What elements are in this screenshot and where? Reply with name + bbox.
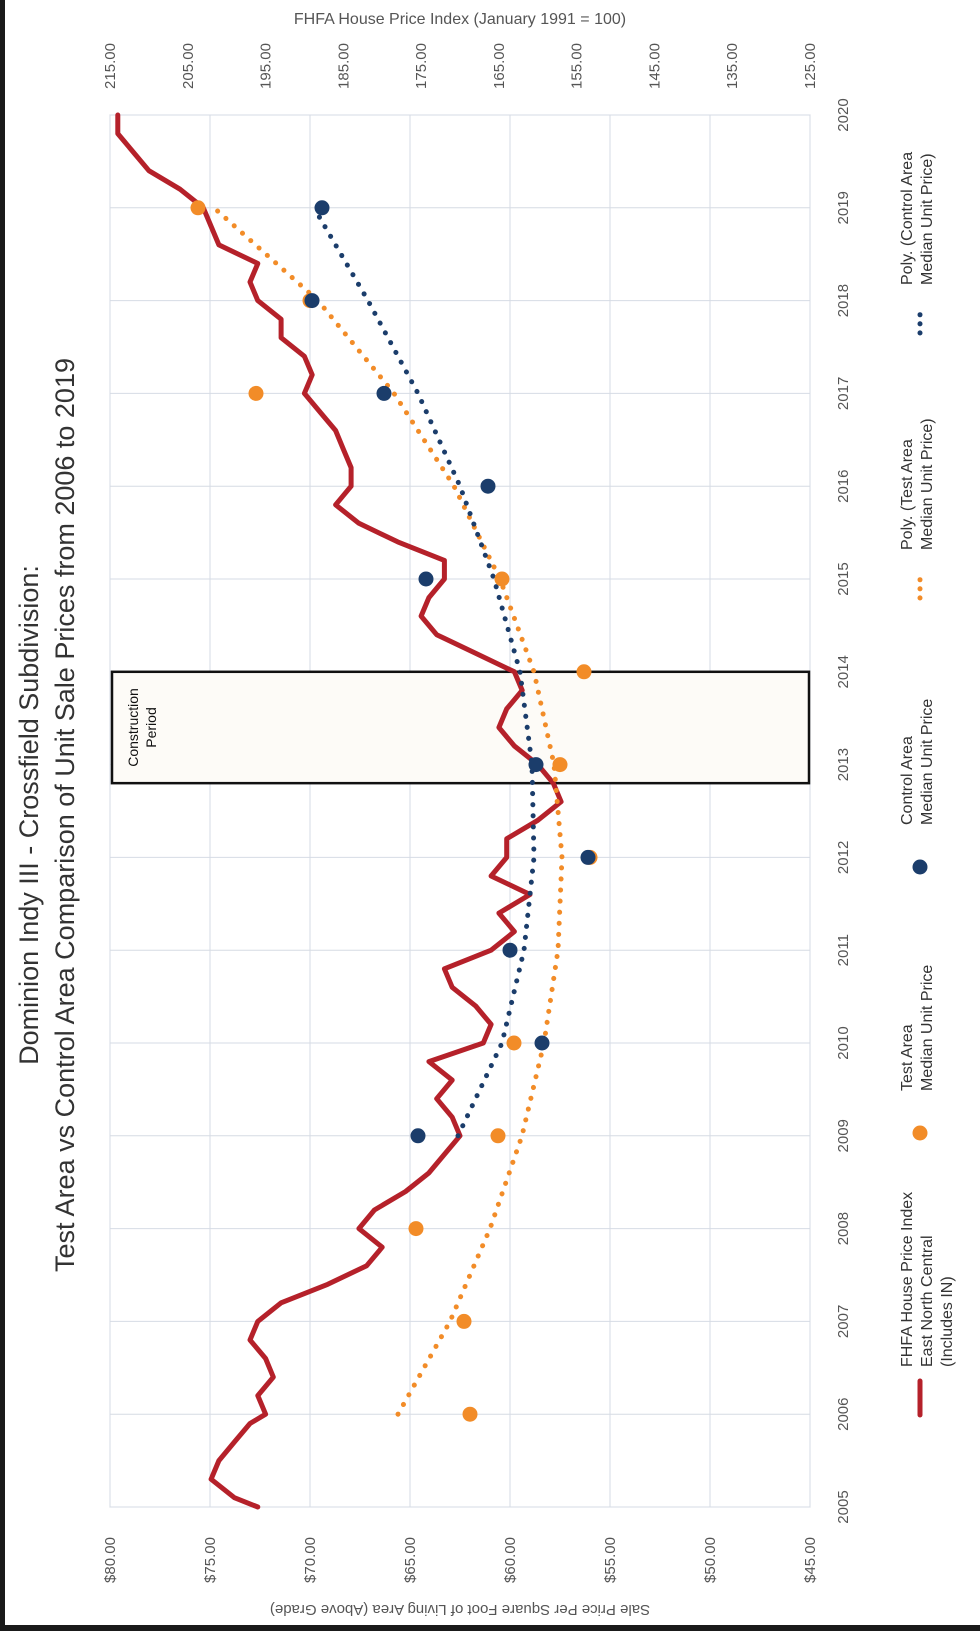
y-tick-label: $45.00 xyxy=(802,1537,819,1583)
control-area-point xyxy=(418,571,434,587)
y2-tick-label: 145.00 xyxy=(646,43,663,89)
test-area-trendline xyxy=(211,205,565,1417)
annotation-layer: Construction Period xyxy=(110,670,811,785)
y2-tick-label: 185.00 xyxy=(335,43,352,89)
construction-period-label: Period xyxy=(143,707,159,747)
y-tick-label: $75.00 xyxy=(202,1537,219,1583)
y-tick-label: $60.00 xyxy=(502,1537,519,1583)
x-tick-label: 2010 xyxy=(835,1026,852,1059)
control-area-trendline xyxy=(311,205,537,1139)
x-tick-label: 2020 xyxy=(835,98,852,131)
legend-label: Test Area xyxy=(899,1024,916,1091)
legend-label: Poly. (Control Area xyxy=(899,152,916,285)
control-area-point xyxy=(480,478,496,494)
x-tick-label: 2008 xyxy=(835,1212,852,1245)
x-tick-label: 2005 xyxy=(835,1490,852,1523)
x-tick-label: 2009 xyxy=(835,1119,852,1152)
fhfa-index-line xyxy=(115,112,564,1510)
y-tick-label: $55.00 xyxy=(602,1537,619,1583)
y-tick-label: $80.00 xyxy=(102,1537,119,1583)
x-tick-label: 2017 xyxy=(835,377,852,410)
y2-tick-label: 175.00 xyxy=(413,43,430,89)
scan-border-bottom xyxy=(0,1625,980,1631)
control-area-point xyxy=(410,1128,426,1144)
y2-axis-title: FHFA House Price Index (January 1991 = 1… xyxy=(294,11,626,28)
test-area-point xyxy=(494,571,510,587)
legend-marker-control xyxy=(912,859,928,875)
test-area-point xyxy=(408,1221,424,1237)
x-tick-label: 2007 xyxy=(835,1305,852,1338)
control-area-point xyxy=(314,200,330,216)
control-area-point xyxy=(502,942,518,958)
test-area-point xyxy=(576,664,592,680)
test-area-point xyxy=(190,200,206,216)
x-tick-label: 2006 xyxy=(835,1398,852,1431)
chart-subtitle: Test Area vs Control Area Comparison of … xyxy=(50,358,80,1272)
y2-tick-label: 195.00 xyxy=(258,43,275,89)
legend-layer: FHFA House Price Index East North Central… xyxy=(899,152,956,1418)
y-tick-label: $50.00 xyxy=(702,1537,719,1583)
y2-tick-label: 155.00 xyxy=(569,43,586,89)
legend-label: Median Unit Price) xyxy=(919,418,936,550)
series-layer xyxy=(115,112,598,1510)
legend-label: (Includes IN) xyxy=(939,1276,956,1367)
plot-area xyxy=(109,114,811,1508)
test-area-point xyxy=(456,1313,472,1329)
x-tick-label: 2019 xyxy=(835,191,852,224)
legend-label: Median Unit Price xyxy=(919,699,936,825)
legend-label: Median Unit Price xyxy=(919,965,936,1091)
y2-tick-label: 165.00 xyxy=(491,43,508,89)
legend-marker-test xyxy=(912,1125,928,1141)
x-tick-label: 2018 xyxy=(835,284,852,317)
test-area-point xyxy=(552,757,568,773)
construction-period-box xyxy=(110,670,811,785)
y2-tick-label: 135.00 xyxy=(724,43,741,89)
construction-period-label: Construction xyxy=(125,688,141,767)
test-area-point xyxy=(490,1128,506,1144)
x-tick-label: 2014 xyxy=(835,655,852,688)
control-area-point xyxy=(528,757,544,773)
control-area-point xyxy=(580,849,596,865)
legend-label: Control Area xyxy=(899,736,916,825)
control-area-point xyxy=(534,1035,550,1051)
x-tick-label: 2012 xyxy=(835,841,852,874)
legend-label: FHFA House Price Index xyxy=(899,1192,916,1367)
y-tick-label: $65.00 xyxy=(402,1537,419,1583)
legend-label: Poly. (Test Area xyxy=(899,439,916,550)
test-area-point xyxy=(506,1035,522,1051)
axes-layer: 2005 2006 2007 2008 2009 2010 2011 2012 2013 2014… xyxy=(102,11,852,1618)
x-tick-label: 2011 xyxy=(835,934,852,966)
test-area-point xyxy=(462,1406,478,1422)
legend-label: East North Central xyxy=(919,1235,936,1367)
legend-label: Median Unit Price) xyxy=(919,153,936,285)
y-axis-title: Sale Price Per Square Foot of Living Are… xyxy=(270,1601,650,1618)
scan-border-left xyxy=(0,0,5,1631)
titles-layer: Dominion Indy III - Crossfield Subdivisi… xyxy=(14,358,80,1272)
x-tick-label: 2015 xyxy=(835,562,852,595)
y2-tick-label: 215.00 xyxy=(102,43,119,89)
y-tick-label: $70.00 xyxy=(302,1537,319,1583)
y2-tick-label: 205.00 xyxy=(180,43,197,89)
control-area-point xyxy=(304,293,320,309)
y2-tick-label: 125.00 xyxy=(802,43,819,89)
x-tick-label: 2013 xyxy=(835,748,852,781)
test-area-point xyxy=(248,385,264,401)
control-area-point xyxy=(376,385,392,401)
chart-title: Dominion Indy III - Crossfield Subdivisi… xyxy=(14,565,44,1065)
x-tick-label: 2016 xyxy=(835,470,852,503)
